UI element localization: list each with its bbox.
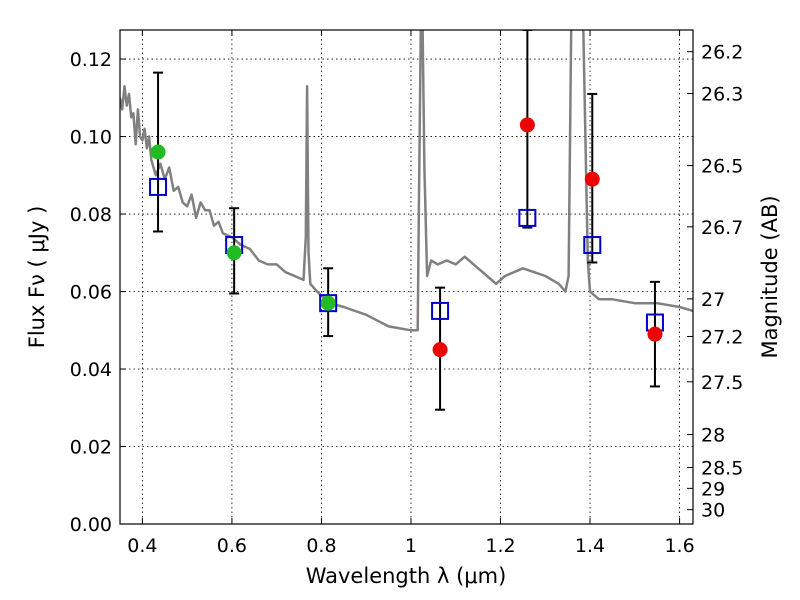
grid bbox=[120, 30, 693, 524]
right-axis-label: Magnitude (AB) bbox=[758, 195, 782, 358]
y-tick-label: 0.00 bbox=[70, 514, 112, 536]
x-tick-label: 0.6 bbox=[217, 535, 247, 557]
right-tick-label: 26.3 bbox=[701, 84, 743, 106]
right-tick-label: 30 bbox=[701, 500, 725, 522]
x-tick-label: 1.4 bbox=[575, 535, 605, 557]
model-box-marker bbox=[319, 294, 338, 313]
red-point bbox=[584, 171, 600, 187]
x-tick-label: 1.2 bbox=[485, 535, 515, 557]
right-tick-label: 29 bbox=[701, 478, 725, 500]
red-point bbox=[647, 326, 663, 342]
right-tick-label: 26.5 bbox=[701, 156, 743, 178]
y-tick-label: 0.12 bbox=[70, 49, 112, 71]
x-tick-label: 0.8 bbox=[306, 535, 336, 557]
y-tick-label: 0.10 bbox=[70, 127, 112, 149]
model-box-marker bbox=[518, 208, 537, 227]
plot-frame bbox=[119, 29, 694, 525]
x-tick-label: 1 bbox=[405, 535, 417, 557]
observed-points bbox=[150, 117, 663, 358]
right-tick-label: 26.2 bbox=[701, 42, 743, 64]
green-point bbox=[150, 144, 166, 160]
model-spectrum bbox=[120, 30, 693, 332]
axis-ticks: 0.4 0.6 0.8 1 1.2 1.4 1.6 0.00 0.02 0.04 0.06 0.08 0… bbox=[70, 30, 743, 557]
red-point bbox=[519, 117, 535, 133]
model-box-marker bbox=[149, 177, 168, 196]
model-box-marker bbox=[583, 236, 602, 255]
green-point bbox=[226, 245, 242, 261]
y-tick-label: 0.06 bbox=[70, 282, 112, 304]
right-tick-label: 28.5 bbox=[701, 457, 743, 479]
spectrum-line bbox=[120, 30, 693, 332]
green-point bbox=[320, 295, 336, 311]
y-axis-label: Flux Fν ( μJy ) bbox=[25, 206, 49, 349]
right-tick-label: 28 bbox=[701, 424, 725, 446]
right-tick-label: 27.5 bbox=[701, 372, 743, 394]
x-tick-label: 0.4 bbox=[127, 535, 157, 557]
y-tick-label: 0.02 bbox=[70, 437, 112, 459]
right-tick-label: 27.2 bbox=[701, 326, 743, 348]
right-tick-label: 26.7 bbox=[701, 217, 743, 239]
right-tick-label: 27 bbox=[701, 289, 725, 311]
y-tick-label: 0.08 bbox=[70, 204, 112, 226]
red-point bbox=[432, 342, 448, 358]
x-tick-label: 1.6 bbox=[664, 535, 694, 557]
model-box-marker bbox=[431, 301, 450, 320]
x-axis-label: Wavelength λ (μm) bbox=[306, 564, 507, 588]
y-tick-label: 0.04 bbox=[70, 359, 112, 381]
